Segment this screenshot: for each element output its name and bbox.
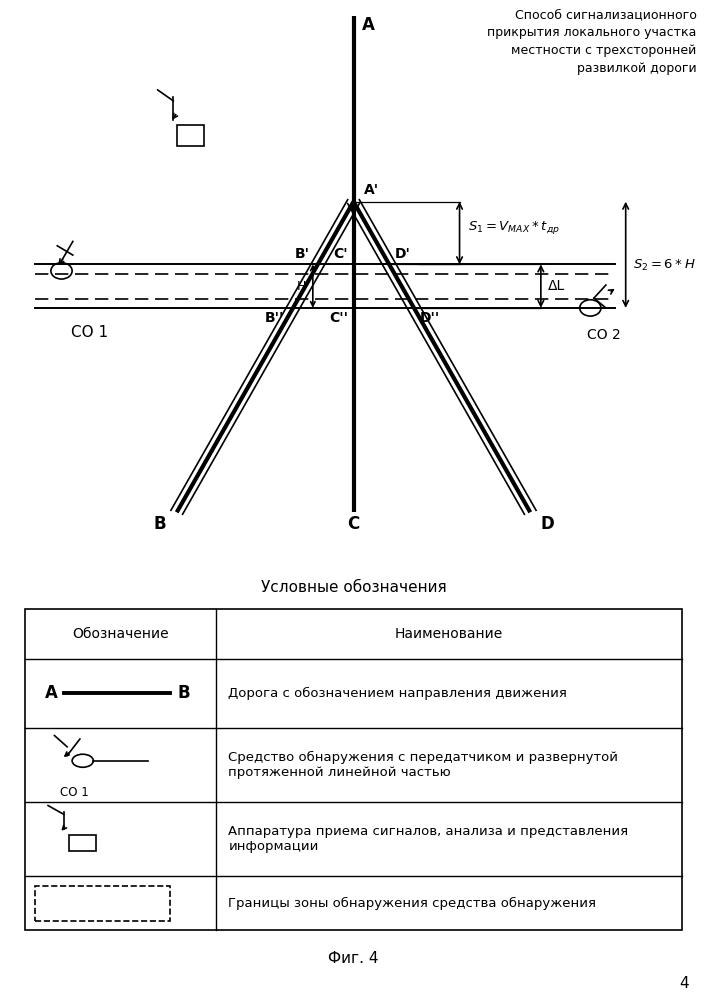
Text: D': D'	[395, 247, 411, 261]
Text: Обозначение: Обозначение	[72, 627, 168, 641]
Text: Границы зоны обнаружения средства обнаружения: Границы зоны обнаружения средства обнару…	[228, 897, 597, 910]
Text: B: B	[153, 515, 166, 533]
Bar	[69, 835, 96, 851]
Text: CO 2: CO 2	[587, 328, 621, 342]
Bar	[25, 608, 682, 930]
Text: B': B'	[294, 247, 310, 261]
Text: $S_2=6*H$: $S_2=6*H$	[633, 258, 696, 273]
Bar	[35, 886, 170, 921]
Text: Фиг. 4: Фиг. 4	[328, 951, 379, 966]
Text: C': C'	[333, 247, 348, 261]
Text: D'': D''	[420, 311, 440, 325]
Text: Условные обозначения: Условные обозначения	[261, 580, 446, 595]
Text: Аппаратура приема сигналов, анализа и представления
информации: Аппаратура приема сигналов, анализа и пр…	[228, 825, 629, 853]
Text: A: A	[45, 684, 57, 702]
Text: B'': B''	[265, 311, 284, 325]
Text: H: H	[296, 280, 305, 293]
Text: $S_1=V_{MAX}*t_{др}$: $S_1=V_{MAX}*t_{др}$	[468, 219, 560, 236]
Text: B: B	[177, 684, 190, 702]
Text: Способ сигнализационного
прикрытия локального участка
местности с трехсторонней
: Способ сигнализационного прикрытия локал…	[487, 8, 696, 75]
Bar	[177, 125, 204, 146]
Text: C: C	[347, 515, 360, 533]
Text: CO 1: CO 1	[71, 325, 108, 340]
Text: A': A'	[364, 183, 379, 197]
Text: Наименование: Наименование	[395, 627, 503, 641]
Text: D: D	[541, 515, 554, 533]
Text: C'': C''	[329, 311, 348, 325]
Text: Дорога с обозначением направления движения: Дорога с обозначением направления движен…	[228, 687, 567, 700]
Text: 4: 4	[679, 976, 689, 991]
Text: CO 1: CO 1	[60, 786, 88, 799]
Text: A: A	[362, 16, 375, 34]
Text: ΔL: ΔL	[548, 279, 565, 293]
Text: Средство обнаружения с передатчиком и развернутой
протяженной линейной частью: Средство обнаружения с передатчиком и ра…	[228, 751, 619, 779]
